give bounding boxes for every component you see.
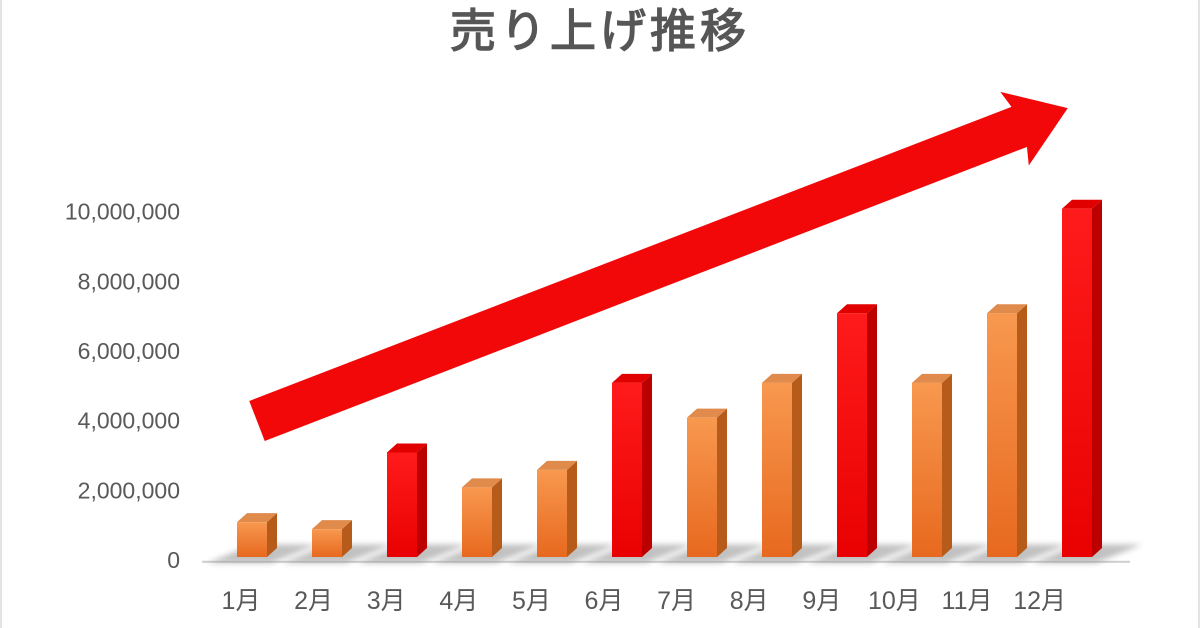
bar-top-face [837, 304, 877, 314]
bar-side-face [867, 304, 877, 557]
bar-11月 [987, 304, 1027, 557]
bar-front-face [312, 529, 342, 557]
bar-side-face [492, 478, 502, 557]
bar-top-face [537, 460, 577, 470]
trend-arrow [249, 91, 1068, 442]
bar-side-face [642, 373, 652, 557]
bar-top-face [987, 304, 1027, 314]
y-axis-tick-6,000,000: 6,000,000 [78, 338, 180, 364]
bar-top-face [462, 478, 502, 488]
bar-top-face [612, 373, 652, 383]
x-axis-label-2月: 2月 [294, 587, 333, 615]
bar-front-face [612, 382, 642, 557]
bar-3月 [387, 443, 427, 557]
bar-2月 [312, 520, 352, 557]
bar-top-face [687, 408, 727, 418]
bar-12月 [1062, 199, 1102, 557]
bar-side-face [342, 520, 352, 557]
bar-front-face [837, 313, 867, 557]
bar-top-face [387, 443, 427, 453]
bar-front-face [387, 452, 417, 557]
bar-4月 [462, 478, 502, 557]
x-axis-label-4月: 4月 [439, 587, 478, 615]
bar-5月 [537, 460, 577, 557]
y-axis-tick-10,000,000: 10,000,000 [65, 199, 180, 225]
bar-top-face [312, 520, 352, 530]
bar-top-face [762, 373, 802, 383]
bar-side-face [267, 513, 277, 557]
bar-8月 [762, 373, 802, 557]
x-axis-label-8月: 8月 [730, 587, 769, 615]
bar-side-face [717, 408, 727, 557]
bar-front-face [762, 382, 792, 557]
x-axis-label-6月: 6月 [585, 587, 624, 615]
bar-9月 [837, 304, 877, 557]
x-axis-label-5月: 5月 [512, 587, 551, 615]
x-axis-label-10月: 10月 [868, 587, 921, 615]
bar-side-face [1092, 199, 1102, 557]
x-axis-label-3月: 3月 [367, 587, 406, 615]
bar-top-face [1062, 199, 1102, 209]
bar-side-face [792, 373, 802, 557]
bar-front-face [987, 313, 1017, 557]
bar-front-face [537, 469, 567, 557]
bar-side-face [417, 443, 427, 557]
bar-side-face [567, 460, 577, 557]
bar-1月 [237, 513, 277, 557]
x-axis-label-11月: 11月 [942, 587, 993, 615]
bar-10月 [912, 373, 952, 557]
bar-side-face [1017, 304, 1027, 557]
bar-7月 [687, 408, 727, 557]
bar-6月 [612, 373, 652, 557]
y-axis-tick-8,000,000: 8,000,000 [78, 268, 180, 294]
x-axis-label-7月: 7月 [657, 587, 696, 615]
bar-top-face [912, 373, 952, 383]
y-axis-tick-4,000,000: 4,000,000 [78, 408, 180, 434]
x-axis-label-1月: 1月 [222, 587, 261, 615]
bar-side-face [942, 373, 952, 557]
bar-top-face [237, 513, 277, 523]
bar-front-face [237, 522, 267, 557]
x-axis-label-9月: 9月 [802, 587, 841, 615]
y-axis-tick-0: 0 [167, 547, 180, 573]
x-axis-label-12月: 12月 [1013, 587, 1066, 615]
chart-title: 売り上げ推移 [450, 5, 750, 57]
y-axis-tick-2,000,000: 2,000,000 [78, 477, 180, 503]
bar-front-face [912, 382, 942, 557]
bar-front-face [687, 417, 717, 557]
bar-front-face [1062, 208, 1092, 557]
bar-front-face [462, 487, 492, 557]
